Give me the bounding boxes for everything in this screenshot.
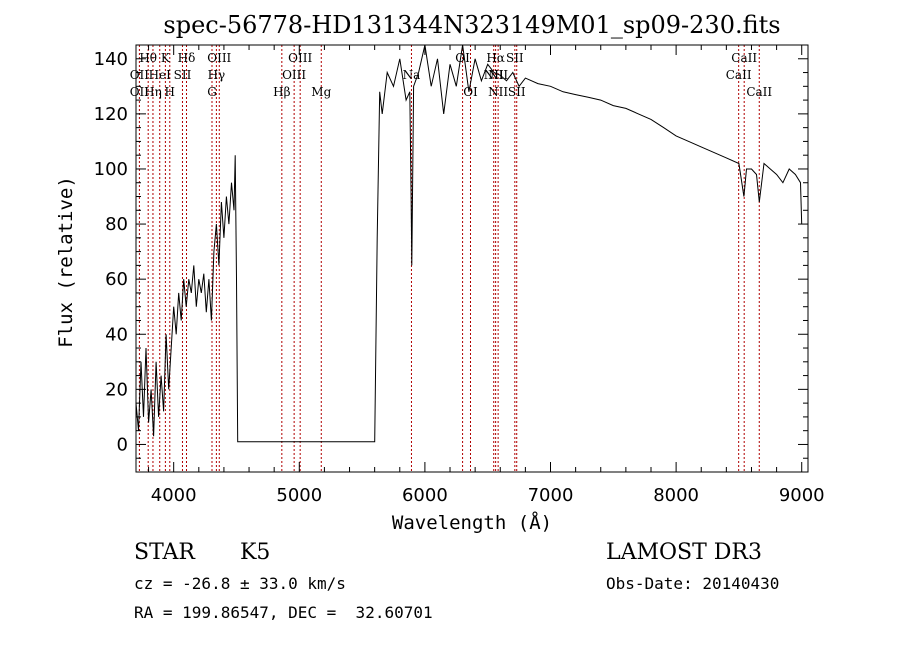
survey-name: LAMOST DR3 [606,540,762,565]
x-tick-label-1: 5000 [276,485,322,506]
line-annotation-22: Hβ [273,85,290,99]
line-annotation-8: CaII [731,51,757,65]
line-annotation-11: SII [174,68,192,82]
line-annotation-21: G [207,85,217,99]
line-annotation-15: NII [484,68,504,82]
line-annotation-2: Hδ [178,51,196,65]
line-annotation-13: OIII [282,68,306,82]
line-annotation-7: SII [506,51,524,65]
x-tick-label-5: 9000 [779,485,825,506]
line-annotation-20: H [165,85,175,99]
line-annotation-14: Na [403,68,421,82]
x-tick-label-4: 8000 [653,485,699,506]
line-annotation-9: OII [130,68,150,82]
y-tick-label-0: 0 [117,434,128,455]
y-axis-label: Flux (relative) [55,176,77,348]
chart-title: spec-56778-HD131344N323149M01_sp09-230.f… [163,11,780,39]
line-annotation-12: Hγ [208,68,226,82]
y-tick-label-6: 120 [94,104,128,125]
obs-date: Obs-Date: 20140430 [606,574,780,593]
y-tick-label-1: 20 [105,379,128,400]
x-axis-ticks: 4000 5000 6000 7000 8000 9000 [148,45,825,506]
line-annotation-3: OIII [207,51,231,65]
x-tick-label-0: 4000 [151,485,197,506]
line-annotation-25: NII [488,85,508,99]
y-tick-label-5: 100 [94,159,128,180]
object-class: STAR [134,540,195,565]
y-axis-ticks: 0 20 40 60 80 100 120 140 [94,44,808,473]
line-annotation-17: CaII [726,68,752,82]
line-annotation-18: OII [130,85,150,99]
object-subclass: K5 [240,540,271,565]
line-annotation-26: SII [508,85,526,99]
line-annotation-27: CaII [746,85,772,99]
x-axis-label: Wavelength (Å) [392,511,552,534]
x-tick-label-3: 7000 [528,485,574,506]
line-annotation-24: OI [463,85,478,99]
y-tick-label-7: 140 [94,49,128,70]
line-annotation-0: Hθ [139,51,157,65]
line-annotation-19: Hη [144,85,162,99]
flux-series-line [135,44,803,443]
y-tick-label-3: 60 [105,269,128,290]
line-annotation-10: HeI [149,68,172,82]
y-tick-label-4: 80 [105,214,128,235]
plot-frame [135,44,809,473]
x-tick-label-2: 6000 [402,485,448,506]
emission-line-markers [138,45,760,472]
coordinates-readout: RA = 199.86547, DEC = 32.60701 [134,603,433,622]
line-annotation-6: Hα [486,51,505,65]
line-annotation-4: OIII [288,51,312,65]
line-annotation-5: OI [455,51,470,65]
line-annotation-1: K [161,51,171,65]
line-annotation-23: Mg [311,85,331,99]
y-tick-label-2: 40 [105,324,128,345]
redshift-readout: cz = -26.8 ± 33.0 km/s [134,574,346,593]
